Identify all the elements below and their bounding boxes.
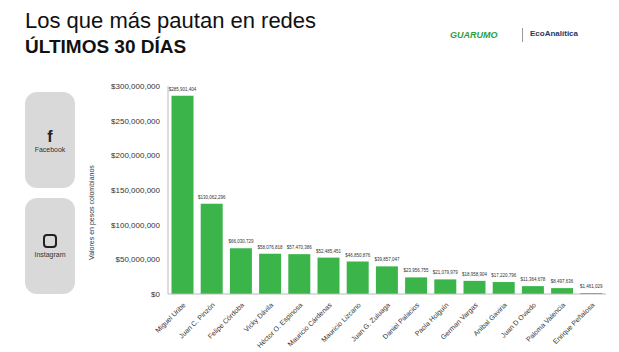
svg-text:$8,497,636: $8,497,636 xyxy=(551,279,574,284)
svg-text:Juan G. Zuluaga: Juan G. Zuluaga xyxy=(349,301,392,343)
svg-text:$300,000,000: $300,000,000 xyxy=(111,82,160,91)
svg-text:$57,470,386: $57,470,386 xyxy=(287,245,313,250)
svg-text:Juan D Oviedo: Juan D Oviedo xyxy=(499,301,538,339)
svg-text:Valores en pesos colombianos: Valores en pesos colombianos xyxy=(88,165,96,260)
svg-text:Mauricio Cárdenas: Mauricio Cárdenas xyxy=(286,301,333,348)
html-text:Instagram: Instagram xyxy=(34,251,66,258)
svg-text:$21,079,979: $21,079,979 xyxy=(433,270,459,275)
html-text:Los que más pautan en redes: Los que más pautan en redes xyxy=(25,8,317,33)
html-text:EcoAnalítica: EcoAnalítica xyxy=(530,29,578,38)
svg-text:$130,062,296: $130,062,296 xyxy=(198,195,226,200)
svg-text:Juan C. Pinzón: Juan C. Pinzón xyxy=(177,301,216,340)
svg-text:German Vargas: German Vargas xyxy=(439,301,479,341)
svg-text:Paola Holguín: Paola Holguín xyxy=(413,301,450,338)
svg-text:$52,485,451: $52,485,451 xyxy=(316,249,342,254)
svg-text:$11,364,678: $11,364,678 xyxy=(521,277,546,282)
svg-text:$17,220,796: $17,220,796 xyxy=(491,273,517,278)
svg-text:Aníbal Gaviria: Aníbal Gaviria xyxy=(472,301,508,338)
svg-text:$58,076,818: $58,076,818 xyxy=(258,245,284,250)
svg-text:$50,000,000: $50,000,000 xyxy=(116,255,161,264)
svg-text:Vicky Dávila: Vicky Dávila xyxy=(242,301,275,334)
svg-text:$285,901,404: $285,901,404 xyxy=(169,87,197,92)
svg-text:$250,000,000: $250,000,000 xyxy=(111,117,160,126)
html-text:GUARUMO: GUARUMO xyxy=(450,30,498,40)
svg-text:$1,461,029: $1,461,029 xyxy=(580,284,603,289)
svg-text:$23,956,755: $23,956,755 xyxy=(404,268,430,273)
svg-text:Héctor O. Espinosa: Héctor O. Espinosa xyxy=(256,301,305,350)
svg-text:$200,000,000: $200,000,000 xyxy=(111,151,160,160)
svg-text:Enrique Peñalosa: Enrique Peñalosa xyxy=(552,301,597,346)
svg-text:Felipe Córdoba: Felipe Córdoba xyxy=(206,301,246,341)
svg-text:$0: $0 xyxy=(151,290,160,299)
svg-text:$46,850,876: $46,850,876 xyxy=(345,253,371,258)
svg-text:$66,030,729: $66,030,729 xyxy=(228,239,254,244)
svg-text:Paloma Valencia: Paloma Valencia xyxy=(524,301,567,343)
svg-text:Mauricio Lizcano: Mauricio Lizcano xyxy=(319,301,362,344)
svg-text:$18,958,904: $18,958,904 xyxy=(462,272,488,277)
html-text:f: f xyxy=(47,127,53,145)
svg-text:Daniel Palacios: Daniel Palacios xyxy=(381,301,421,341)
svg-text:$150,000,000: $150,000,000 xyxy=(111,186,160,195)
html-text:ÚLTIMOS 30 DÍAS: ÚLTIMOS 30 DÍAS xyxy=(25,36,187,57)
html-text:Facebook: Facebook xyxy=(34,145,66,153)
svg-text:$39,857,047: $39,857,047 xyxy=(374,257,400,262)
svg-text:Miguel Uribe: Miguel Uribe xyxy=(154,301,187,334)
svg-text:$100,000,000: $100,000,000 xyxy=(111,221,160,230)
